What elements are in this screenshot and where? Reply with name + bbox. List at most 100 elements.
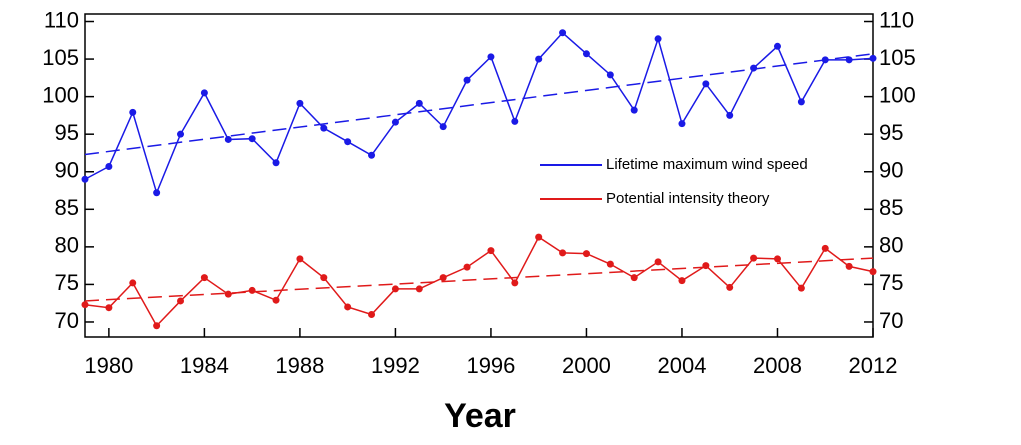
data-point bbox=[726, 111, 734, 119]
data-point bbox=[606, 71, 614, 79]
data-point bbox=[415, 285, 423, 293]
y2-tick-label: 80 bbox=[879, 233, 903, 258]
y-tick-label: 85 bbox=[55, 195, 79, 220]
series-line bbox=[84, 236, 874, 327]
data-point bbox=[535, 55, 543, 63]
data-point bbox=[559, 249, 567, 257]
y-tick-label: 105 bbox=[42, 45, 79, 70]
data-point bbox=[750, 64, 758, 72]
data-point bbox=[153, 322, 161, 330]
trend-line bbox=[84, 257, 874, 302]
y-tick-label: 110 bbox=[44, 7, 79, 32]
data-point bbox=[582, 50, 590, 58]
data-point bbox=[773, 255, 781, 263]
data-point bbox=[654, 35, 662, 43]
data-point bbox=[320, 274, 328, 282]
data-point bbox=[535, 233, 543, 241]
data-point bbox=[726, 283, 734, 291]
y2-tick-label: 90 bbox=[879, 158, 903, 183]
data-point bbox=[248, 135, 256, 143]
data-point bbox=[702, 80, 710, 88]
data-point bbox=[344, 303, 352, 311]
y2-tick-label: 70 bbox=[879, 308, 903, 333]
x-axis-title: Year bbox=[444, 397, 516, 435]
data-point bbox=[869, 268, 877, 276]
data-point bbox=[368, 151, 376, 159]
plot-frame bbox=[84, 13, 874, 338]
data-point bbox=[105, 304, 113, 312]
data-point bbox=[630, 274, 638, 282]
y-tick-label: 80 bbox=[55, 233, 79, 258]
y2-tick-label: 95 bbox=[879, 120, 903, 145]
series-line bbox=[84, 31, 874, 196]
data-point bbox=[391, 118, 399, 126]
y-tick-label: 95 bbox=[55, 120, 79, 145]
x-tick-label: 2000 bbox=[562, 353, 611, 378]
data-point bbox=[511, 117, 519, 125]
x-tick-label: 2008 bbox=[753, 353, 802, 378]
x-tick-label: 1984 bbox=[180, 353, 229, 378]
data-point bbox=[296, 99, 304, 107]
data-point bbox=[200, 89, 208, 97]
data-point bbox=[439, 274, 447, 282]
data-point bbox=[296, 255, 304, 263]
y2-tick-label: 100 bbox=[879, 82, 916, 107]
data-point bbox=[391, 285, 399, 293]
data-point bbox=[511, 279, 519, 287]
data-point bbox=[463, 76, 471, 84]
data-point bbox=[797, 284, 805, 292]
data-point bbox=[344, 138, 352, 146]
data-point bbox=[81, 175, 89, 183]
y-tick-label: 75 bbox=[55, 270, 79, 295]
data-point bbox=[654, 258, 662, 266]
legend-label: Potential intensity theory bbox=[606, 190, 770, 207]
data-point bbox=[606, 260, 614, 268]
data-point bbox=[177, 297, 185, 305]
x-tick-label: 2004 bbox=[657, 353, 706, 378]
data-point bbox=[821, 244, 829, 252]
data-point bbox=[463, 263, 471, 271]
data-point bbox=[248, 286, 256, 294]
data-point bbox=[81, 301, 89, 309]
data-point bbox=[750, 254, 758, 262]
data-point bbox=[200, 274, 208, 282]
x-tick-label: 1988 bbox=[275, 353, 324, 378]
data-point bbox=[487, 53, 495, 61]
data-point bbox=[869, 54, 877, 62]
data-point bbox=[678, 120, 686, 128]
y2-tick-label: 75 bbox=[879, 270, 903, 295]
data-point bbox=[224, 135, 232, 143]
y-tick-label: 70 bbox=[55, 308, 79, 333]
y2-tick-label: 105 bbox=[879, 45, 916, 70]
legend-label: Lifetime maximum wind speed bbox=[606, 156, 808, 173]
x-tick-label: 1992 bbox=[371, 353, 420, 378]
y2-tick-label: 85 bbox=[879, 195, 903, 220]
data-point bbox=[702, 262, 710, 270]
data-point bbox=[797, 98, 805, 106]
x-tick-label: 1980 bbox=[84, 353, 133, 378]
data-point bbox=[678, 277, 686, 285]
data-point bbox=[129, 108, 137, 116]
data-point bbox=[153, 189, 161, 197]
data-point bbox=[821, 56, 829, 64]
data-point bbox=[582, 250, 590, 258]
data-point bbox=[129, 279, 137, 287]
data-point bbox=[439, 123, 447, 131]
data-point bbox=[320, 124, 328, 132]
data-point bbox=[368, 310, 376, 318]
data-point bbox=[773, 42, 781, 50]
y-tick-label: 90 bbox=[55, 158, 79, 183]
data-point bbox=[415, 99, 423, 107]
y2-tick-label: 110 bbox=[879, 7, 914, 32]
trend-line bbox=[84, 53, 874, 156]
y-tick-label: 100 bbox=[42, 82, 79, 107]
data-point bbox=[487, 247, 495, 255]
data-point bbox=[272, 296, 280, 304]
x-tick-label: 2012 bbox=[849, 353, 898, 378]
x-tick-label: 1996 bbox=[466, 353, 515, 378]
data-point bbox=[224, 290, 232, 298]
data-point bbox=[177, 130, 185, 138]
data-point bbox=[559, 29, 567, 37]
data-point bbox=[845, 262, 853, 270]
